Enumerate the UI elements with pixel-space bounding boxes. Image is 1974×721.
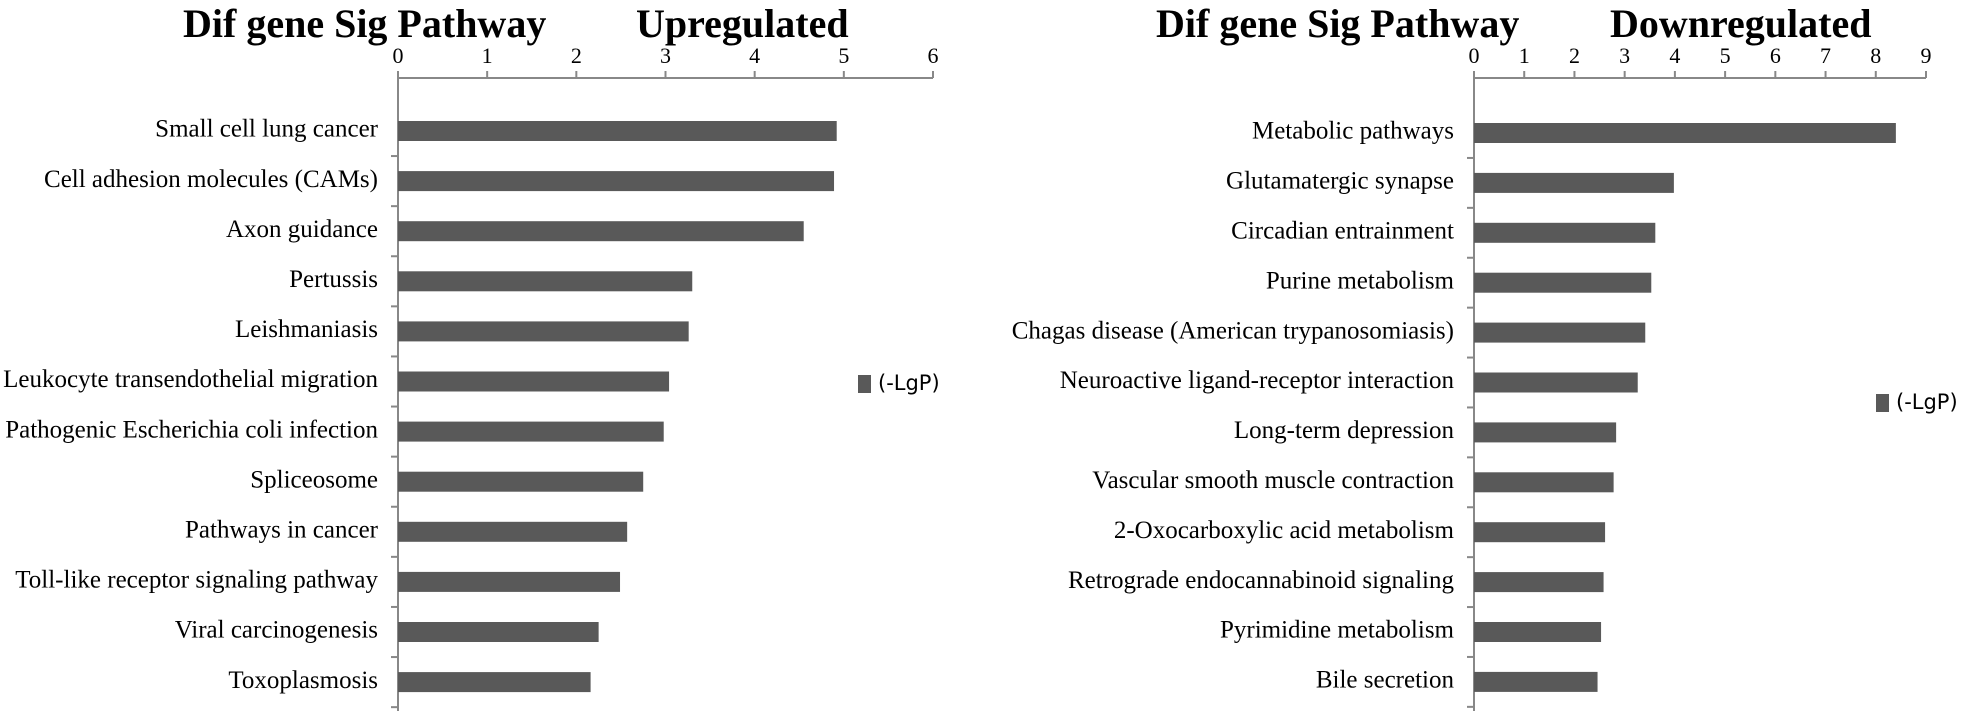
x-tick-label: 5 — [838, 43, 849, 68]
category-label: Viral carcinogenesis — [175, 617, 378, 644]
category-label: 2-Oxocarboxylic acid metabolism — [1114, 517, 1455, 544]
category-label: Pathogenic Escherichia coli infection — [5, 416, 378, 443]
category-label: Toll-like receptor signaling pathway — [15, 567, 378, 594]
chart-subtitle: Downregulated — [1610, 1, 1871, 46]
x-tick-label: 3 — [660, 43, 671, 68]
chart-title: Dif gene Sig Pathway — [1156, 1, 1519, 46]
x-tick-label: 2 — [1569, 43, 1580, 68]
bar — [1474, 272, 1652, 293]
x-tick-label: 5 — [1720, 43, 1731, 68]
x-tick-label: 6 — [1770, 43, 1781, 68]
x-tick-label: 4 — [1669, 43, 1680, 68]
category-label: Cell adhesion molecules (CAMs) — [44, 166, 378, 193]
bar — [1474, 222, 1656, 243]
category-label: Leishmaniasis — [235, 316, 378, 343]
category-label: Bile secretion — [1316, 667, 1455, 694]
category-label: Chagas disease (American trypanosomiasis… — [1012, 317, 1454, 344]
bar — [1474, 422, 1617, 443]
x-tick-label: 6 — [928, 43, 939, 68]
bar — [398, 121, 837, 141]
bar — [398, 221, 804, 242]
category-label: Pertussis — [289, 266, 378, 293]
bar — [1474, 671, 1598, 692]
bar — [398, 271, 693, 292]
category-label: Axon guidance — [226, 216, 378, 243]
x-tick-label: 9 — [1921, 43, 1932, 68]
bar — [398, 521, 628, 542]
bar — [398, 321, 689, 342]
bar — [398, 471, 644, 492]
bar — [1474, 322, 1646, 343]
x-tick-label: 8 — [1870, 43, 1881, 68]
category-label: Spliceosome — [250, 466, 378, 493]
bar — [398, 622, 599, 642]
bar — [1474, 522, 1606, 543]
bar — [398, 171, 835, 192]
bar — [1474, 172, 1674, 193]
x-tick-label: 1 — [1519, 43, 1530, 68]
x-tick-label: 3 — [1619, 43, 1630, 68]
category-label: Metabolic pathways — [1252, 118, 1454, 145]
legend-marker — [1876, 394, 1889, 412]
category-label: Retrograde endocannabinoid signaling — [1068, 567, 1454, 594]
legend-label: (-LgP) — [1896, 390, 1958, 414]
category-label: Circadian entrainment — [1231, 218, 1454, 245]
x-tick-label: 4 — [749, 43, 760, 68]
x-tick-label: 2 — [571, 43, 582, 68]
legend-label: (-LgP) — [878, 371, 940, 395]
category-label: Toxoplasmosis — [228, 667, 378, 694]
category-label: Purine metabolism — [1266, 267, 1455, 294]
bar — [398, 571, 621, 592]
category-label: Vascular smooth muscle contraction — [1092, 467, 1454, 494]
x-tick-label: 0 — [1469, 43, 1480, 68]
chart-title: Dif gene Sig Pathway — [183, 1, 546, 46]
category-label: Leukocyte transendothelial migration — [3, 366, 378, 393]
category-label: Glutamatergic synapse — [1226, 168, 1454, 195]
category-label: Small cell lung cancer — [155, 116, 379, 143]
bar — [1474, 123, 1896, 143]
x-tick-label: 0 — [393, 43, 404, 68]
legend-marker — [858, 375, 871, 393]
bar — [398, 421, 664, 442]
bar — [1474, 472, 1614, 493]
category-label: Long-term depression — [1234, 417, 1455, 444]
bar — [398, 672, 591, 693]
bar — [1474, 372, 1638, 393]
category-label: Pathways in cancer — [185, 517, 379, 544]
x-tick-label: 7 — [1820, 43, 1831, 68]
chart-subtitle: Upregulated — [636, 1, 849, 46]
bar — [1474, 572, 1604, 593]
bar — [398, 371, 670, 392]
x-tick-label: 1 — [482, 43, 493, 68]
category-label: Neuroactive ligand-receptor interaction — [1060, 367, 1455, 394]
bar — [1474, 622, 1602, 642]
category-label: Pyrimidine metabolism — [1220, 617, 1455, 644]
